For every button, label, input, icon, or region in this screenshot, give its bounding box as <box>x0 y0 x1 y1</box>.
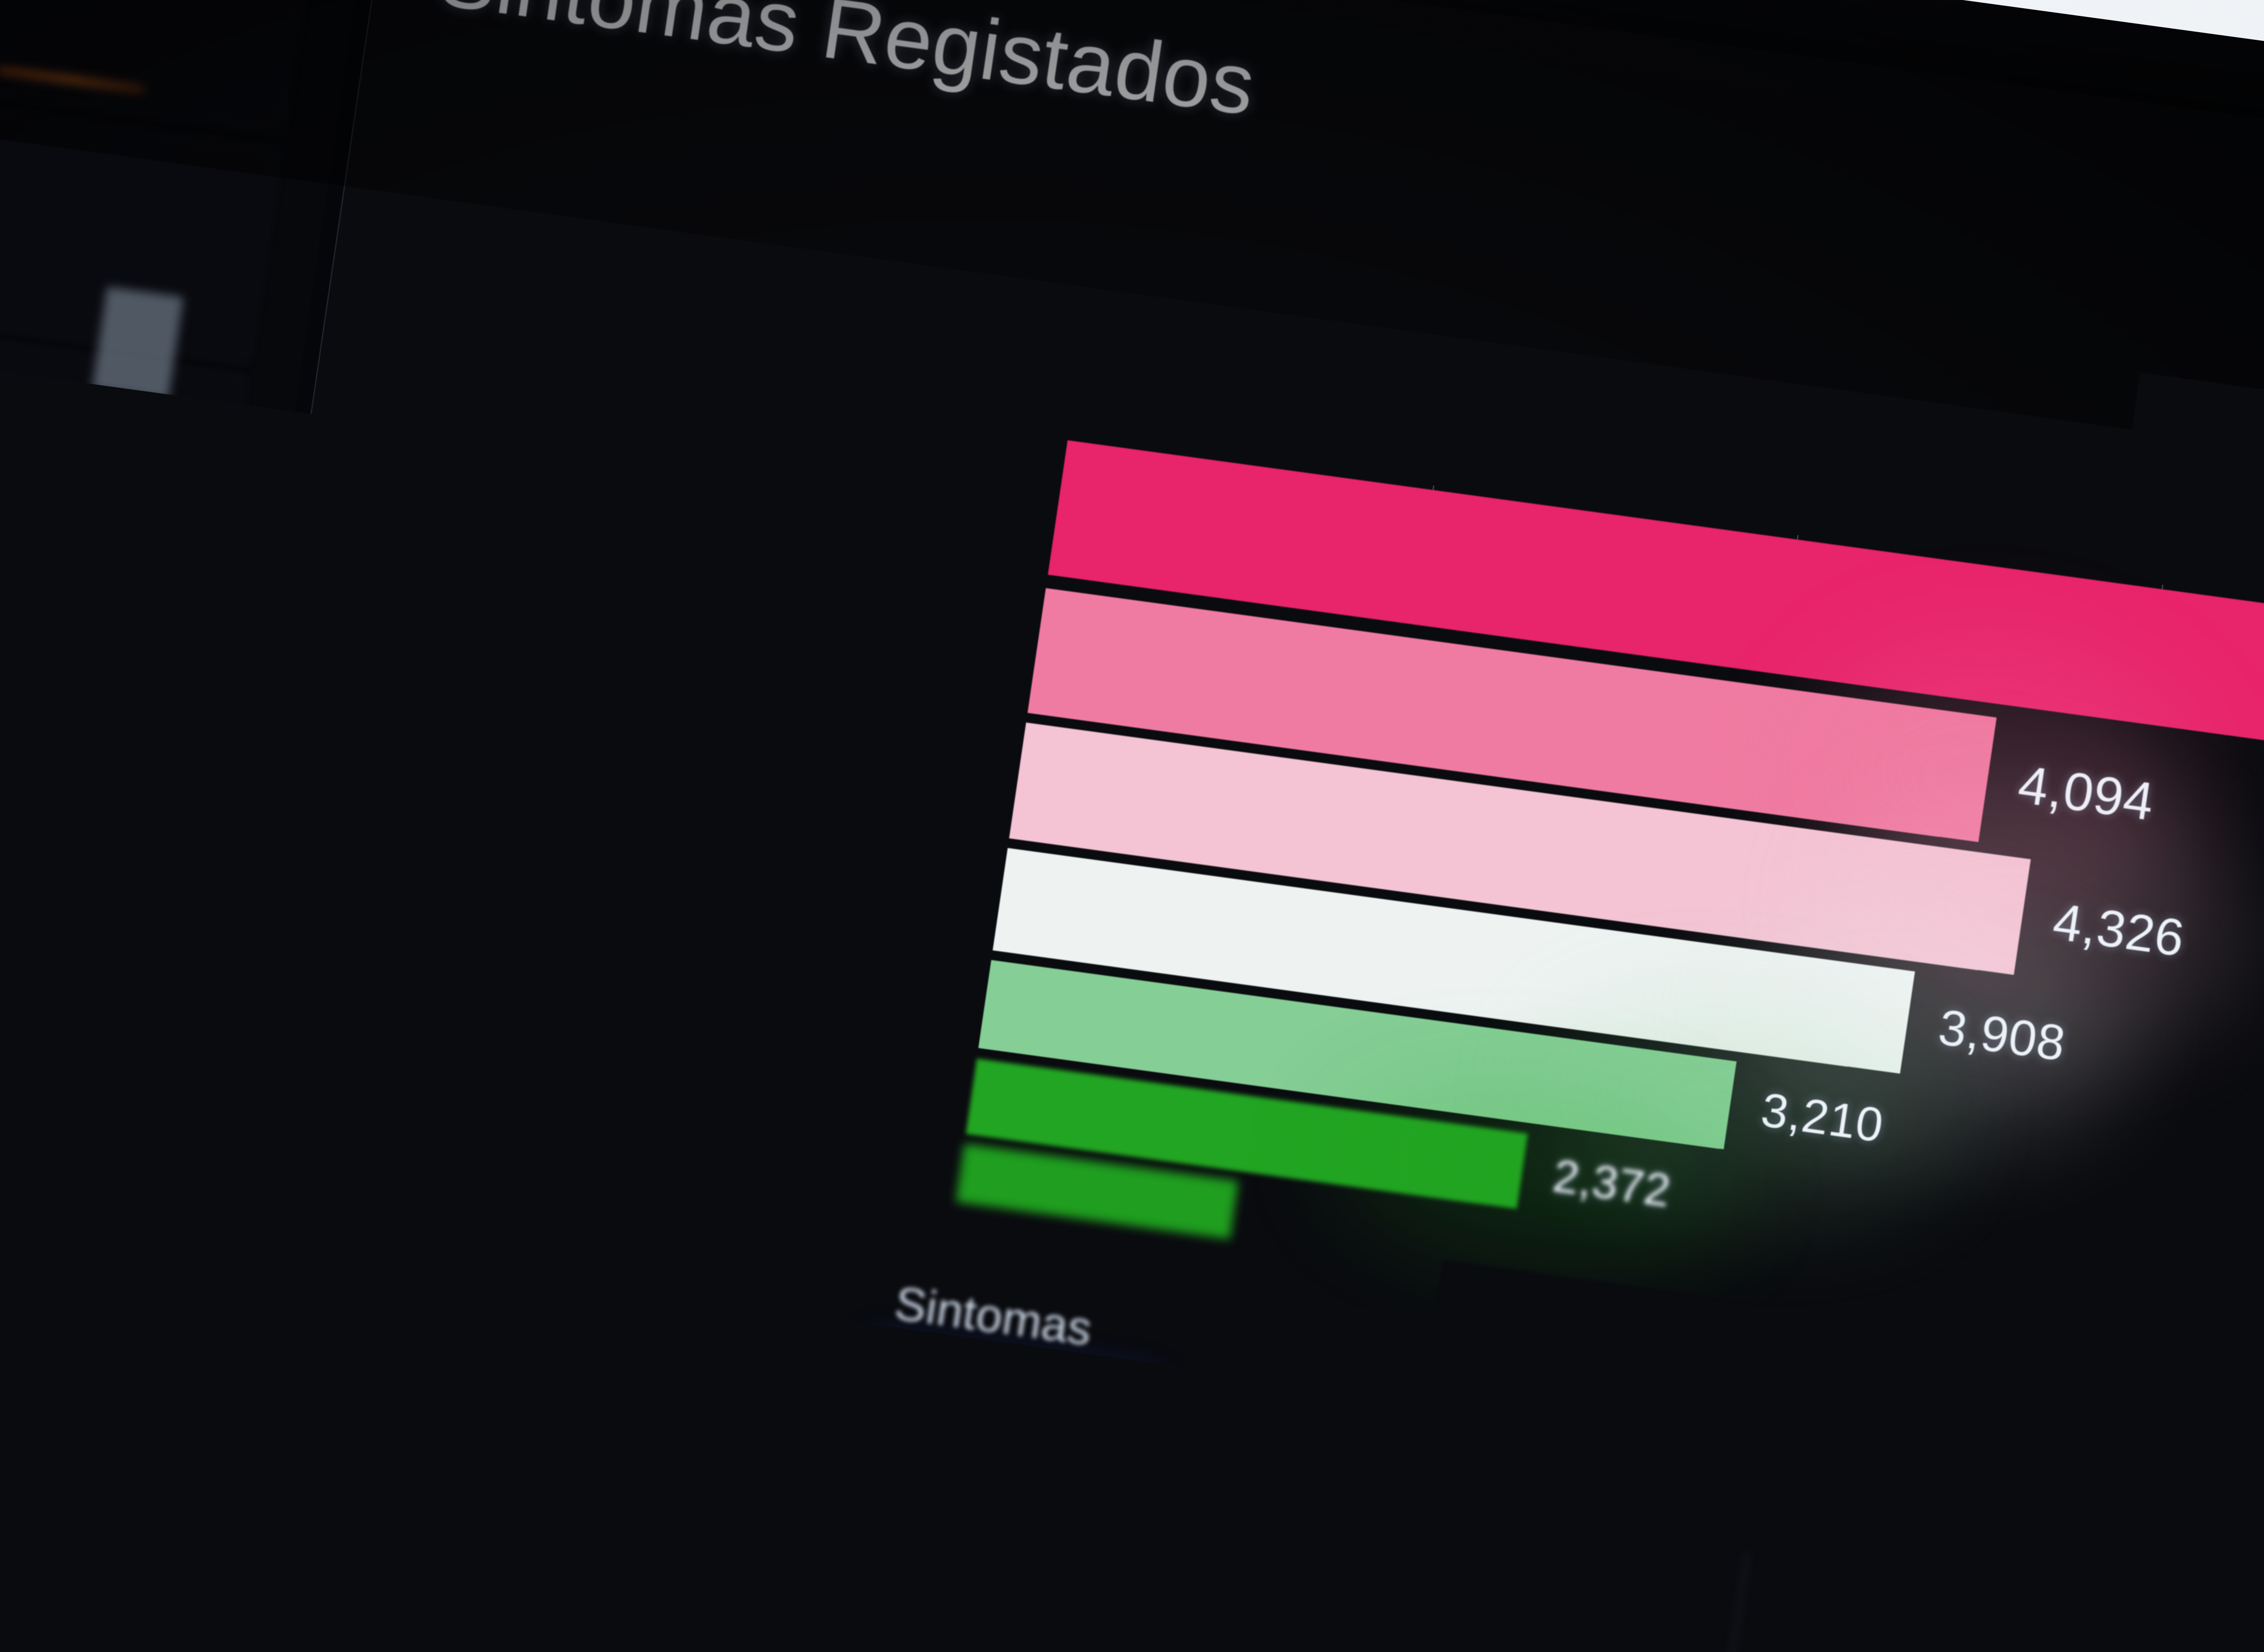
monitor-screen: nados Gaia Concelho Concelho ão de Casos… <box>0 0 2264 1652</box>
axis-tick <box>1019 501 1051 508</box>
sidebar-panel[interactable] <box>0 0 317 132</box>
axis-tick <box>932 1090 965 1097</box>
sidebar-scroll-thumb[interactable] <box>92 287 183 400</box>
axis-tick <box>946 998 979 1004</box>
tab-separator <box>1724 1552 1748 1652</box>
bar-category-label: Dificuldade Respiratória <box>524 1015 911 1109</box>
bar-category-label: Tosse <box>853 600 978 668</box>
bar-category-label: Anticorpos <box>735 1124 900 1183</box>
axis-tick <box>921 1167 954 1173</box>
active-tab-indicator <box>873 1346 1153 1399</box>
page-title: Sintomas Registados <box>433 0 1262 135</box>
bar-value-label: 4,094 <box>2015 754 2158 833</box>
bar-category-label: Cefaleias <box>766 845 941 914</box>
bar-chart-plot-area: Febre6,280Tosse4,094Dores Musculares4,32… <box>955 454 2264 1405</box>
bar-value-label: 2,372 <box>1549 1149 1674 1218</box>
axis-tick <box>961 893 994 900</box>
bar-value-label: 3,908 <box>1935 999 2069 1072</box>
axis-tick <box>979 774 1012 781</box>
tab-tipo-de-cont-gio[interactable]: Tipo de Contágio <box>1220 1408 1578 1508</box>
bar-category-label: Febre <box>868 456 999 526</box>
bar-value-label: 3,210 <box>1758 1082 1887 1153</box>
chart-card: Sintomas Registados Febre6,280Tosse4,094… <box>161 0 2264 1652</box>
tab-sintomas[interactable]: Sintomas <box>891 1277 1095 1357</box>
axis-tick <box>998 644 1031 651</box>
bar-category-label: Dores Musculares <box>608 701 958 796</box>
bar-value-label: 4,326 <box>2049 892 2188 969</box>
monitor-photograph: nados Gaia Concelho Concelho ão de Casos… <box>0 0 2264 1652</box>
tab-grupo-et-rio[interactable]: Grupo Etário <box>1802 1588 2067 1652</box>
bar-category-label: Fraqueza Generalizada <box>520 919 925 1017</box>
